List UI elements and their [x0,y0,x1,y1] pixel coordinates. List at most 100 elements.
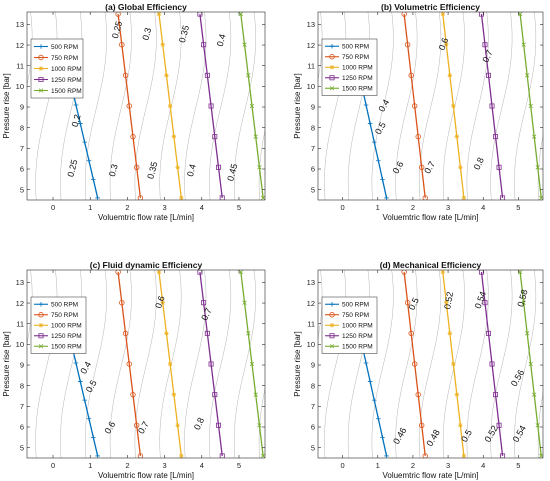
contour-label: 0.7 [480,48,494,64]
series-marker-1000-rpm [160,42,166,48]
contour-line [514,270,537,458]
series-marker-750-rpm [119,42,125,48]
series-marker-750-rpm [130,391,136,398]
series-marker-500-rpm [376,158,381,164]
series-marker-1000-rpm [458,164,463,170]
y-tick-label: 11 [16,61,24,70]
legend-marker [329,312,335,318]
contour-line [27,12,33,87]
series-marker-1500-rpm [517,12,523,17]
legend-label: 1000 RPM [342,65,373,72]
series-marker-1000-rpm [171,134,177,139]
series-marker-1000-rpm [454,134,460,139]
y-axis-label: Pressure rise [bar] [2,331,11,396]
contour-line [371,12,394,200]
series-marker-750-rpm [411,103,418,109]
y-tick-label: 5 [20,443,24,452]
legend-marker [329,333,335,339]
series-marker-750-rpm [115,270,121,275]
series-marker-1000-rpm [175,164,180,170]
contour-line [109,270,132,458]
x-axis-label: Voluemtric flow rate [L/min] [98,471,194,480]
contour-label: 0.8 [192,416,206,432]
series-marker-1500-rpm [524,331,530,336]
series-marker-1500-rpm [521,42,526,47]
series-marker-1250-rpm [219,195,225,200]
y-tick-label: 10 [307,82,315,91]
series-marker-1000-rpm [447,331,453,336]
series-marker-500-rpm [78,121,83,126]
series-marker-1000-rpm [175,422,180,428]
legend-marker [329,43,335,49]
series-marker-500-rpm [95,453,100,458]
contour-label: 0.4 [215,33,228,48]
series-marker-500-rpm [73,102,79,108]
series-marker-1000-rpm [440,12,446,17]
series-marker-1500-rpm [242,42,247,47]
series-marker-750-rpm [137,195,144,200]
series-line-1250-rpm [199,271,223,457]
legend-label: 500 RPM [342,44,369,51]
series-marker-1500-rpm [532,392,537,397]
series-line-750-rpm [117,271,142,457]
contour-line [35,12,58,200]
contour-line [209,12,232,200]
y-tick-label: 10 [307,340,315,349]
contour-line [324,12,347,200]
axes-frame [317,269,544,459]
series-marker-1250-rpm [204,72,210,78]
x-tick-label: 5 [516,203,520,212]
contour-line [258,387,265,458]
legend-marker [38,333,44,339]
series-marker-750-rpm [130,133,136,140]
x-tick-label: 1 [376,461,380,470]
series-marker-1250-rpm [486,330,492,336]
y-tick-label: 7 [20,144,24,153]
series-marker-1500-rpm [253,134,258,139]
contour-label: 0.45 [225,163,239,183]
contour-line [490,12,513,200]
series-marker-1250-rpm [212,134,218,140]
y-tick-label: 9 [20,103,24,112]
axes-frame [26,11,266,201]
series-marker-500-rpm [384,195,389,200]
series-marker-1000-rpm [179,453,184,458]
x-tick-label: 0 [341,203,345,212]
x-axis-label: Voluemtric flow rate [L/min] [382,213,478,222]
y-tick-label: 9 [20,361,24,370]
x-tick-label: 4 [200,203,204,212]
series-marker-1500-rpm [249,103,255,109]
series-marker-1500-rpm [535,165,540,170]
series-marker-500-rpm [363,360,369,366]
panel-title: (a) Global Efficiency [105,2,187,12]
contour-label: 0.2 [70,113,83,128]
series-marker-500-rpm [367,121,373,126]
legend-marker [329,344,335,349]
series-marker-750-rpm [401,12,407,17]
series-marker-1250-rpm [482,300,488,306]
legend: 500 RPM 750 RPM 1000 RPM 1250 RPM 1500 RPM [30,296,87,354]
panel-1: 0.250.30.350.40.450.20.150.250.30.350.40… [2,2,266,222]
x-tick-label: 2 [411,203,415,212]
contour-label: 0.58 [515,288,529,308]
y-tick-label: 8 [20,381,24,390]
series-marker-750-rpm [126,103,132,109]
legend-marker [38,301,44,307]
legend: 500 RPM 750 RPM 1000 RPM 1250 RPM 1500 RPM [321,38,378,96]
y-tick-label: 11 [16,319,24,328]
series-marker-1250-rpm [500,195,506,200]
series-marker-500-rpm [384,453,389,458]
series-marker-500-rpm [363,102,369,108]
series-marker-750-rpm [134,164,140,170]
series-marker-1500-rpm [257,423,262,428]
x-tick-label: 1 [376,203,380,212]
series-marker-500-rpm [95,195,100,200]
legend: 500 RPM 750 RPM 1000 RPM 1250 RPM 1500 RPM [30,38,84,99]
series-marker-1500-rpm [246,331,251,336]
contour-line [184,12,207,200]
series-marker-750-rpm [122,72,129,79]
x-tick-label: 3 [446,203,450,212]
contour-line [318,270,323,339]
legend-marker [329,86,335,91]
legend-label: 1500 RPM [342,344,373,351]
